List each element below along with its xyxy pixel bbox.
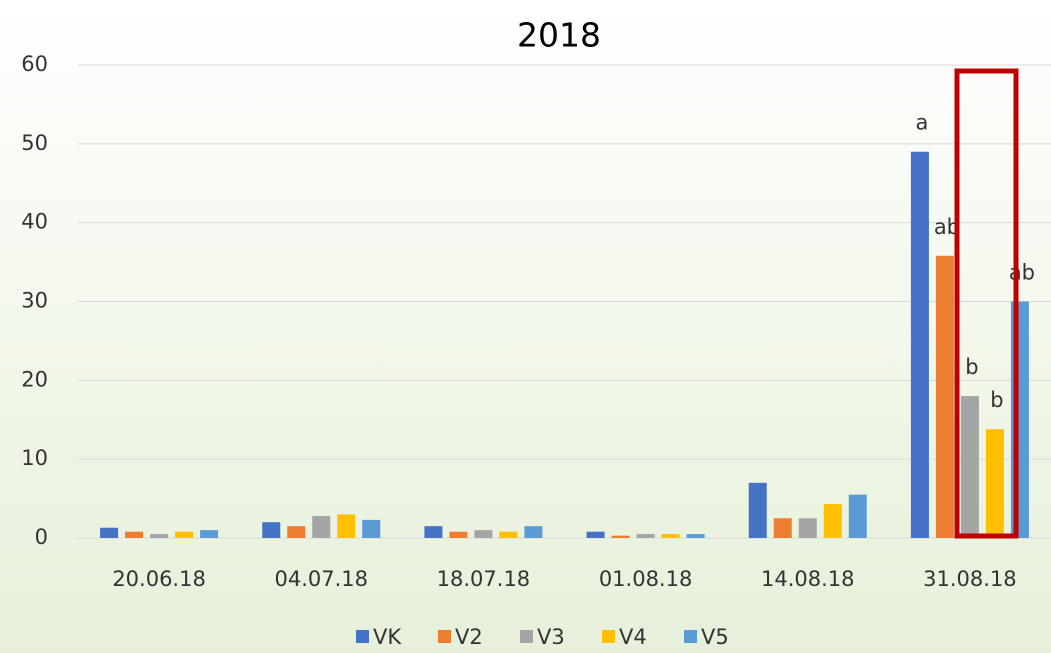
plot: 0 10 20 30 40 50 60 20.06.18 04.07.18 18.07.18 01.… — [21, 52, 1051, 649]
legend-swatch — [438, 630, 451, 643]
bar — [150, 534, 169, 538]
legend-label: V3 — [537, 625, 565, 649]
bar — [960, 396, 979, 538]
x-tick-label: 18.07.18 — [437, 567, 531, 591]
bar — [985, 429, 1004, 538]
legend-label: V4 — [619, 625, 647, 649]
x-tick-label: 31.08.18 — [923, 567, 1017, 591]
legend-label: V2 — [455, 625, 483, 649]
bar — [499, 531, 518, 538]
bar — [262, 522, 281, 538]
legend-swatch — [602, 630, 615, 643]
bar — [449, 531, 468, 538]
bar — [125, 531, 144, 538]
x-tick-label: 14.08.18 — [761, 567, 855, 591]
y-tick-label: 0 — [35, 525, 48, 549]
bar — [474, 530, 493, 538]
bar — [748, 482, 767, 538]
bar — [524, 526, 543, 538]
bar — [935, 255, 954, 538]
bar — [200, 530, 219, 538]
bar — [773, 518, 792, 538]
bar — [362, 519, 381, 538]
y-tick-label: 50 — [21, 131, 48, 155]
y-tick-label: 30 — [21, 289, 48, 313]
bar — [337, 514, 356, 538]
bar — [910, 151, 929, 538]
y-tick-label: 20 — [21, 367, 48, 391]
legend-swatch — [520, 630, 533, 643]
bar — [611, 535, 630, 538]
y-tick-label: 40 — [21, 210, 48, 234]
chart-title: 2018 — [517, 16, 601, 55]
bar — [848, 494, 867, 538]
legend-label: V5 — [701, 625, 729, 649]
highlight-box — [954, 68, 1019, 539]
bar — [686, 534, 705, 538]
legend-label: VK — [373, 625, 402, 649]
data-label: a — [915, 111, 928, 135]
legend-swatch — [684, 630, 697, 643]
legend-swatch — [356, 630, 369, 643]
bar — [312, 515, 331, 538]
bar — [798, 518, 817, 538]
data-label: ab — [1009, 261, 1035, 285]
bar — [586, 531, 605, 538]
data-label: b — [965, 355, 978, 379]
bar — [823, 504, 842, 538]
x-tick-label: 20.06.18 — [112, 567, 206, 591]
bar — [175, 531, 194, 538]
bar — [661, 534, 680, 538]
bar — [424, 526, 443, 538]
y-tick-label: 60 — [21, 52, 48, 76]
x-tick-label: 04.07.18 — [274, 567, 368, 591]
data-label: b — [990, 388, 1003, 412]
y-tick-label: 10 — [21, 446, 48, 470]
x-tick-label: 01.08.18 — [599, 567, 693, 591]
bar — [100, 527, 119, 538]
bar — [636, 534, 655, 538]
bar — [287, 526, 306, 538]
